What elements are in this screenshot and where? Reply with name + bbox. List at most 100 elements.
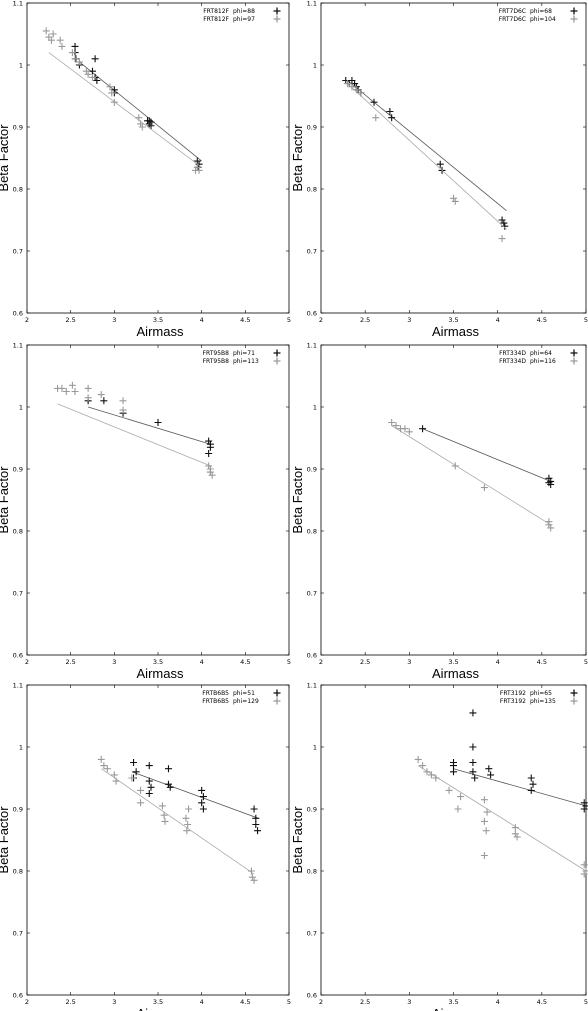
data-point bbox=[582, 867, 588, 875]
legend-series-label: phi=65 bbox=[530, 690, 552, 697]
y-tick-label: 1.1 bbox=[307, 341, 317, 349]
data-point bbox=[419, 762, 427, 770]
y-tick-label: 0.8 bbox=[13, 185, 23, 193]
y-tick-label: 0.9 bbox=[13, 465, 23, 473]
data-point bbox=[480, 852, 488, 859]
data-point bbox=[89, 67, 96, 75]
x-tick-label: 4.5 bbox=[537, 658, 547, 666]
legend-series-name: FRT3192 bbox=[500, 698, 526, 705]
data-point bbox=[108, 89, 116, 97]
x-tick-label: 4 bbox=[496, 316, 500, 324]
data-point bbox=[545, 521, 553, 529]
legend-series-name: FRTB6B5 bbox=[202, 698, 229, 705]
data-point bbox=[348, 83, 356, 91]
x-tick-label: 4 bbox=[200, 658, 204, 666]
x-tick-label: 4.5 bbox=[537, 316, 547, 324]
fit-line bbox=[48, 52, 202, 168]
series-frt95b8-a bbox=[84, 397, 214, 457]
data-point bbox=[457, 793, 465, 801]
data-point bbox=[545, 479, 553, 487]
data-point bbox=[451, 197, 459, 205]
x-tick-label: 3 bbox=[407, 998, 411, 1006]
y-tick-label: 0.6 bbox=[307, 991, 317, 999]
fit-line bbox=[391, 425, 551, 526]
y-tick-label: 0.6 bbox=[13, 991, 23, 999]
y-tick-label: 1.1 bbox=[13, 681, 23, 689]
plot-frame bbox=[320, 344, 587, 656]
data-point bbox=[427, 771, 435, 779]
data-point bbox=[199, 793, 207, 801]
data-point bbox=[487, 771, 495, 779]
plot-frame bbox=[320, 2, 587, 314]
y-axis-label: Beta Factor bbox=[290, 806, 305, 874]
data-point bbox=[529, 780, 537, 788]
x-axis-label: Airmass bbox=[137, 324, 184, 339]
x-tick-label: 3 bbox=[112, 998, 116, 1006]
legend-marker bbox=[273, 689, 281, 697]
y-tick-label: 1 bbox=[313, 743, 317, 751]
y-tick-label: 1 bbox=[19, 61, 23, 69]
data-point bbox=[342, 77, 350, 84]
data-point bbox=[160, 811, 168, 819]
x-tick-label: 4 bbox=[496, 998, 500, 1006]
y-tick-label: 0.7 bbox=[307, 247, 317, 255]
series-frt7d6c-b bbox=[344, 80, 507, 243]
data-point bbox=[469, 743, 477, 751]
legend-series-label: phi=113 bbox=[233, 358, 259, 365]
data-point bbox=[137, 786, 145, 794]
legend-series-label: phi=129 bbox=[233, 698, 259, 705]
data-point bbox=[161, 817, 169, 825]
x-axis-label: Airmass bbox=[432, 324, 479, 339]
x-axis-label: Airmass bbox=[137, 1006, 184, 1011]
data-point bbox=[252, 821, 260, 828]
data-point bbox=[58, 42, 66, 50]
data-point bbox=[138, 123, 146, 131]
legend-marker bbox=[273, 349, 281, 357]
data-point bbox=[84, 70, 92, 78]
plot-frame bbox=[26, 684, 290, 996]
x-tick-label: 5 bbox=[584, 998, 588, 1006]
data-point bbox=[205, 437, 213, 445]
data-point bbox=[183, 827, 191, 835]
legend-series-name: FRT95B8 bbox=[203, 358, 230, 365]
data-point bbox=[480, 484, 488, 492]
y-tick-label: 0.8 bbox=[307, 527, 317, 535]
x-tick-label: 3 bbox=[112, 316, 116, 324]
legend-series-label: phi=64 bbox=[530, 350, 552, 357]
series-frt334d-b bbox=[388, 419, 555, 532]
data-point bbox=[100, 397, 108, 405]
fit-line bbox=[101, 768, 255, 875]
x-tick-label: 5 bbox=[584, 658, 588, 666]
data-point bbox=[137, 120, 145, 128]
data-point bbox=[454, 805, 462, 813]
y-tick-label: 1.1 bbox=[307, 681, 317, 689]
x-tick-label: 5 bbox=[287, 998, 291, 1006]
y-tick-label: 0.9 bbox=[307, 123, 317, 131]
data-point bbox=[419, 425, 427, 433]
data-point bbox=[370, 98, 378, 106]
x-tick-label: 2.5 bbox=[65, 316, 75, 324]
y-tick-label: 1 bbox=[19, 743, 23, 751]
data-point bbox=[250, 805, 258, 813]
data-point bbox=[527, 774, 535, 782]
data-point bbox=[580, 805, 588, 813]
data-point bbox=[89, 73, 96, 81]
data-point bbox=[135, 114, 143, 122]
data-point bbox=[185, 805, 193, 813]
data-point bbox=[100, 762, 108, 770]
y-tick-label: 1 bbox=[313, 403, 317, 411]
x-tick-label: 4.5 bbox=[240, 316, 250, 324]
x-axis-label: Airmass bbox=[137, 666, 184, 681]
data-point bbox=[110, 771, 118, 779]
data-point bbox=[254, 827, 262, 835]
legend-marker bbox=[570, 689, 578, 697]
legend-series-label: phi=51 bbox=[233, 690, 255, 697]
x-tick-label: 2 bbox=[25, 658, 29, 666]
data-point bbox=[392, 422, 400, 430]
x-tick-label: 5 bbox=[584, 316, 588, 324]
legend-series-name: FRT812F bbox=[203, 8, 229, 15]
data-point bbox=[184, 821, 192, 828]
data-point bbox=[247, 867, 255, 875]
data-point bbox=[498, 235, 506, 243]
data-point bbox=[451, 462, 459, 470]
